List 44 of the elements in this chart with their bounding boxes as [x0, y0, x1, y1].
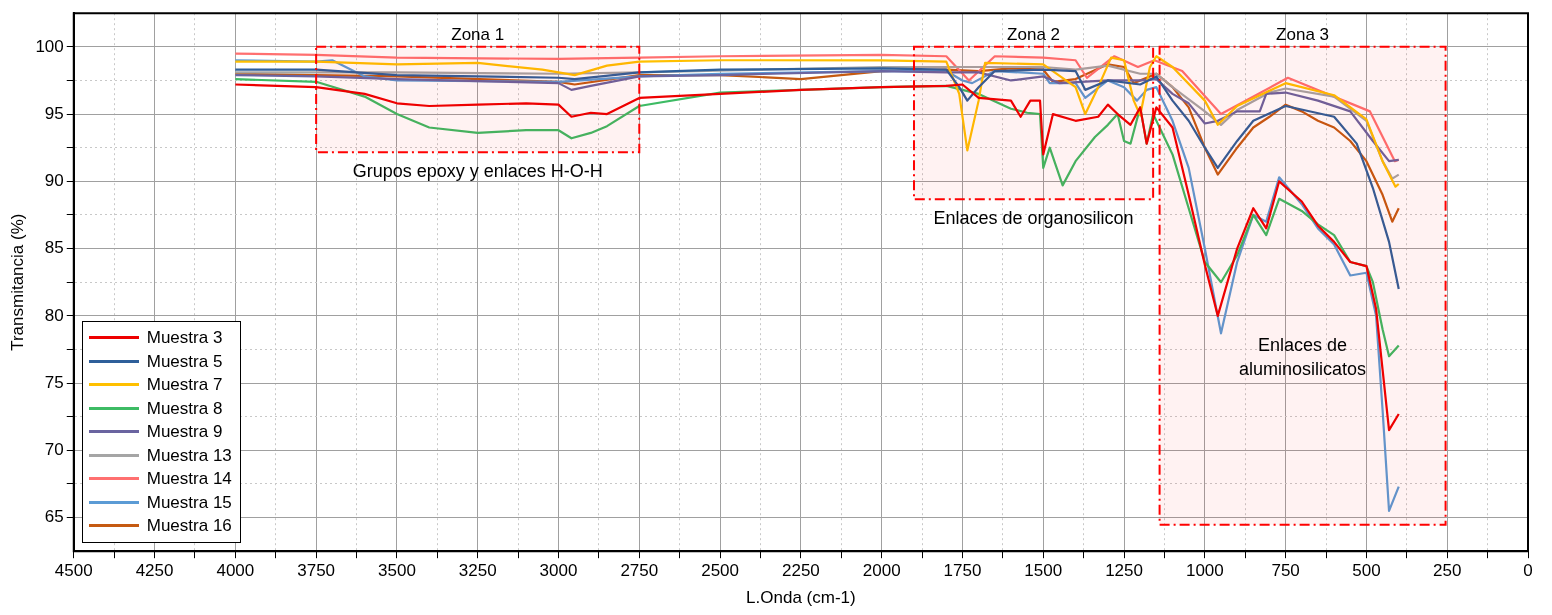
- x-axis-title: L.Onda (cm-1): [746, 588, 856, 608]
- x-tick-label: 3250: [458, 561, 497, 581]
- x-tick-label: 750: [1271, 561, 1300, 581]
- x-tick-label: 4250: [135, 561, 174, 581]
- legend-label: Muestra 14: [146, 468, 232, 491]
- y-tick-label: 80: [44, 305, 64, 325]
- y-tick-label: 70: [44, 440, 64, 460]
- y-tick-label: 65: [44, 507, 64, 527]
- x-tick-label: 3500: [378, 561, 416, 581]
- x-tick-label: 2000: [862, 561, 901, 581]
- legend-label: Muestra 15: [146, 491, 232, 514]
- x-tick-label: 3000: [539, 561, 578, 581]
- legend-label: Muestra 3: [146, 327, 223, 350]
- x-tick-label: 4500: [54, 561, 93, 581]
- x-tick-label: 500: [1352, 561, 1381, 581]
- y-axis-title: Transmitancia (%): [7, 213, 27, 351]
- x-tick-label: 1250: [1105, 561, 1143, 581]
- annotation: Grupos epoxy y enlaces H-O-H: [352, 161, 603, 182]
- band-label: Zona 2: [1007, 25, 1061, 45]
- band-label: Zona 1: [451, 25, 505, 45]
- x-tick-label: 2500: [701, 561, 740, 581]
- x-tick-label: 2250: [781, 561, 820, 581]
- band-label: Zona 3: [1276, 25, 1330, 45]
- legend-label: Muestra 5: [146, 350, 223, 373]
- annotation: Enlaces de organosilicon: [933, 208, 1134, 229]
- x-tick-label: 4000: [216, 561, 255, 581]
- legend-label: Muestra 16: [146, 515, 232, 538]
- x-tick-label: 2750: [620, 561, 659, 581]
- y-tick-label: 85: [44, 238, 64, 258]
- y-tick-label: 90: [44, 171, 64, 191]
- annotation: Enlaces de aluminosilicatos: [1239, 334, 1367, 379]
- y-tick-label: 100: [35, 36, 64, 56]
- legend-label: Muestra 9: [146, 421, 223, 444]
- x-tick-label: 1500: [1024, 561, 1063, 581]
- x-tick-label: 0: [1523, 561, 1533, 581]
- legend-label: Muestra 7: [146, 374, 223, 397]
- x-tick-label: 3750: [297, 561, 336, 581]
- x-tick-label: 250: [1433, 561, 1462, 581]
- y-tick-label: 75: [44, 372, 64, 392]
- x-tick-label: 1000: [1185, 561, 1224, 581]
- y-tick-label: 95: [44, 103, 64, 123]
- x-tick-label: 1750: [943, 561, 982, 581]
- legend-label: Muestra 13: [146, 444, 232, 467]
- legend-label: Muestra 8: [146, 397, 223, 420]
